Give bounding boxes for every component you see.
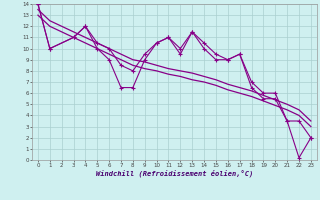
X-axis label: Windchill (Refroidissement éolien,°C): Windchill (Refroidissement éolien,°C) [96,169,253,177]
